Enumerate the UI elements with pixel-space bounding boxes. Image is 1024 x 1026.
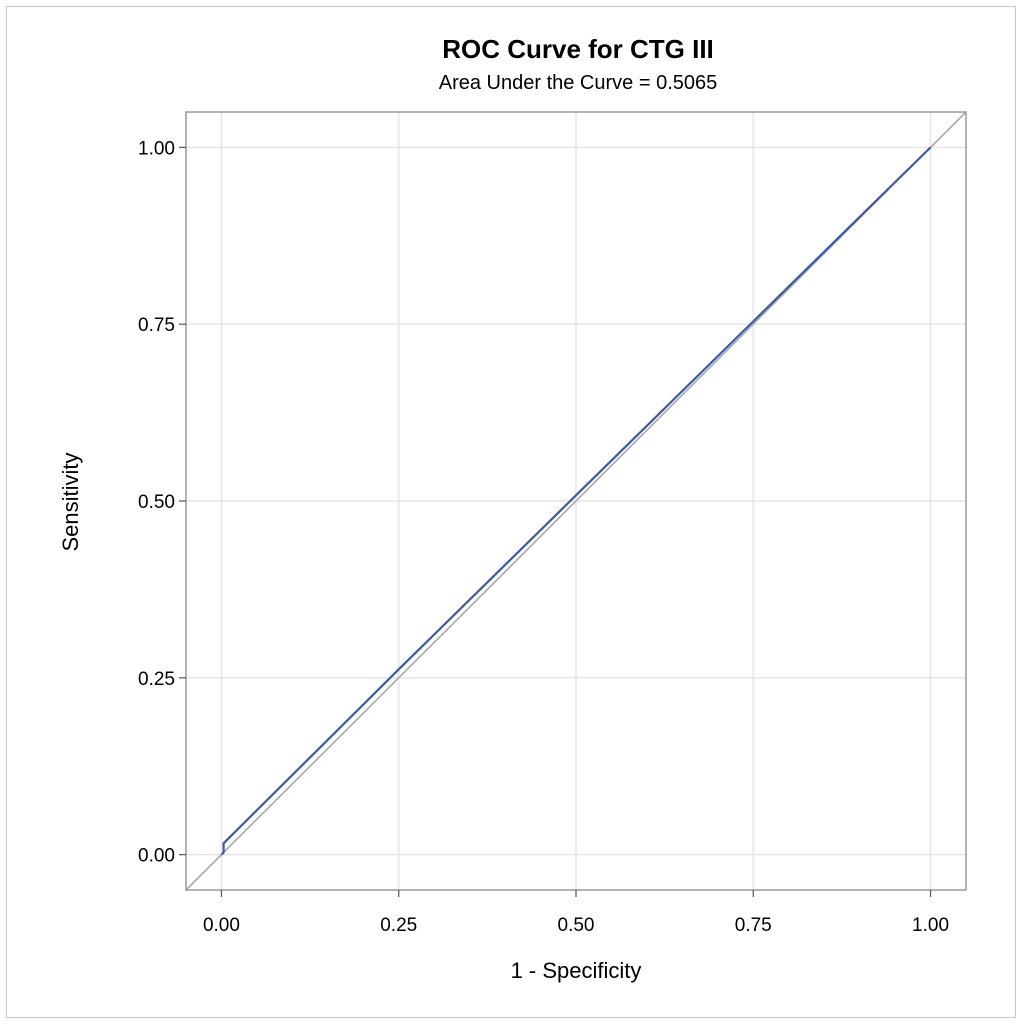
series-group [220,146,932,856]
x-tick-label: 0.75 [735,915,772,936]
chart-frame [6,6,1016,1018]
x-axis-ticks: 0.00 0.25 0.50 0.75 1.00 [203,890,949,936]
grid-lines [186,112,966,890]
y-axis-ticks: 0.00 0.25 0.50 0.75 1.00 [138,138,186,867]
chart-subtitle: Area Under the Curve = 0.5065 [439,72,718,94]
x-tick-label: 1.00 [912,915,949,936]
x-tick-label: 0.50 [558,915,595,936]
x-axis-label: 1 - Specificity [511,958,642,983]
roc-curve-line [220,146,932,856]
y-tick-label: 0.25 [138,669,175,690]
y-tick-label: 1.00 [138,138,175,159]
x-tick-label: 0.25 [380,915,417,936]
chart-title: ROC Curve for CTG III [442,34,714,64]
y-axis-label: Sensitivity [58,452,83,551]
x-tick-label: 0.00 [203,915,240,936]
y-tick-label: 0.50 [138,492,175,513]
y-tick-label: 0.00 [138,846,175,867]
y-tick-label: 0.75 [138,315,175,336]
